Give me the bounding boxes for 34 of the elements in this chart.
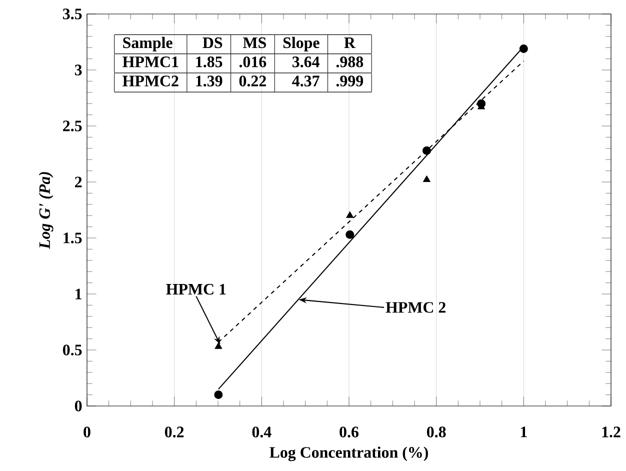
annotation: 4.37 [292, 76, 320, 86]
y-tick-label: 2 [75, 176, 82, 188]
annotation: 1.39 [196, 76, 222, 86]
annotation: 3.64 [292, 56, 320, 68]
y-tick-label: 2.5 [63, 120, 82, 132]
y-tick-label: 1.5 [64, 232, 82, 244]
annotation: Slope [283, 36, 320, 52]
x-tick-label: 1.2 [602, 426, 620, 438]
annotation: .016 [239, 56, 266, 68]
annotation: .999 [336, 76, 364, 86]
y-tick-label: 0.5 [62, 344, 82, 356]
y-tick-label: 3 [74, 64, 82, 76]
y-tick-label: 3.5 [62, 8, 82, 20]
x-tick-label: 0.4 [252, 426, 272, 438]
annotation: R [344, 38, 356, 48]
annotation: .988 [336, 56, 364, 68]
y-tick-label: 1 [76, 288, 82, 300]
annotation: HPMC1 [122, 56, 178, 68]
x-tick-label: 0 [84, 426, 90, 438]
annotation: 1.85 [196, 56, 222, 68]
annotation: 0.22 [239, 76, 266, 86]
y-tick-label: 0 [74, 400, 82, 412]
annotation: Sample [123, 36, 172, 52]
annotation: DS [202, 37, 222, 48]
x-tick-label: 0.8 [426, 426, 446, 438]
annotation: HPMC 2 [386, 302, 446, 313]
x-tick-label: 0.2 [164, 426, 184, 438]
annotation: MS [243, 37, 266, 48]
y-axis-title: Log G' (Pa) [38, 172, 54, 250]
annotation: HPMC2 [122, 76, 178, 86]
annotation: HPMC 1 [166, 284, 226, 295]
x-tick-label: 1 [520, 426, 527, 438]
x-tick-label: 0.6 [340, 426, 358, 438]
x-axis-title: Log Concentration (%) [270, 446, 428, 462]
